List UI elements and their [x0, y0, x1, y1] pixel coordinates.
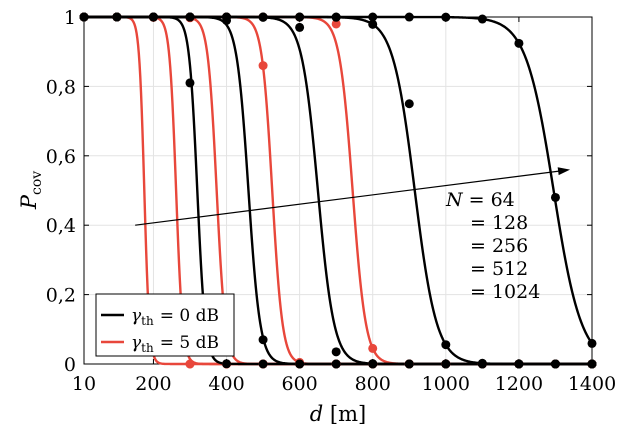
data-point [258, 359, 268, 369]
data-point [222, 359, 232, 369]
data-point [222, 12, 232, 22]
data-point [550, 359, 560, 369]
annotation-line: N = 64 [445, 189, 515, 211]
x-tick-label: 1200 [495, 373, 543, 395]
data-point [331, 359, 341, 369]
annotation-line: = 512 [470, 258, 528, 280]
data-point [185, 359, 195, 369]
data-point [587, 359, 597, 369]
legend-label: γth = 5 dB [131, 333, 219, 355]
y-tick-label: 1 [64, 7, 76, 29]
data-point [550, 192, 560, 202]
data-point [441, 12, 451, 22]
data-point [404, 359, 414, 369]
data-point [295, 22, 305, 32]
x-tick-label: 800 [355, 373, 391, 395]
y-tick-label: 0 [64, 354, 76, 376]
data-point [331, 347, 341, 357]
annotation-line: = 256 [470, 235, 528, 257]
legend: γth = 0 dB γth = 5 dB [95, 293, 235, 357]
x-axis-label: d [m] [310, 402, 366, 426]
data-point [368, 12, 378, 22]
data-point [185, 78, 195, 88]
y-axis-label: Pcov [17, 171, 45, 210]
n-annotation: N = 64= 128= 256= 512= 1024 [135, 167, 571, 303]
x-tick-label: 1000 [422, 373, 470, 395]
y-tick-label: 0,2 [46, 285, 76, 307]
y-tick-labels: 0 0,2 0,4 0,6 0,8 1 [46, 7, 76, 376]
x-tick-label: 1400 [568, 373, 616, 395]
data-point [441, 340, 451, 350]
data-point [331, 12, 341, 22]
series-markers [79, 12, 597, 369]
y-tick-label: 0,6 [46, 146, 76, 168]
annotation-line: = 1024 [470, 281, 540, 303]
legend-label: γth = 0 dB [131, 306, 219, 328]
data-point [587, 338, 597, 348]
data-point [258, 61, 268, 71]
data-point [404, 12, 414, 22]
data-point [295, 359, 305, 369]
x-tick-label: 10 [72, 373, 96, 395]
data-point [441, 359, 451, 369]
x-tick-label: 600 [281, 373, 317, 395]
x-tick-labels: 10 200 400 600 800 1000 1200 1400 [72, 373, 616, 395]
x-tick-label: 400 [208, 373, 244, 395]
data-point [258, 12, 268, 22]
data-point [331, 19, 341, 29]
arrow-head-icon [557, 167, 571, 176]
data-point [404, 99, 414, 109]
annotation-line: = 128 [470, 212, 528, 234]
trend-arrow-line [135, 170, 561, 226]
data-point [514, 38, 524, 48]
x-tick-label: 200 [135, 373, 171, 395]
data-point [368, 343, 378, 353]
data-point [514, 359, 524, 369]
data-point [258, 335, 268, 345]
data-point [148, 12, 158, 22]
legend-box [95, 293, 235, 357]
data-point [79, 12, 89, 22]
data-point [185, 12, 195, 22]
data-point [368, 19, 378, 29]
y-tick-label: 0,8 [46, 76, 76, 98]
y-tick-label: 0,4 [46, 215, 76, 237]
data-point [112, 12, 122, 22]
data-point [477, 358, 487, 368]
data-point [368, 359, 378, 369]
data-point [477, 14, 487, 24]
data-point [295, 12, 305, 22]
